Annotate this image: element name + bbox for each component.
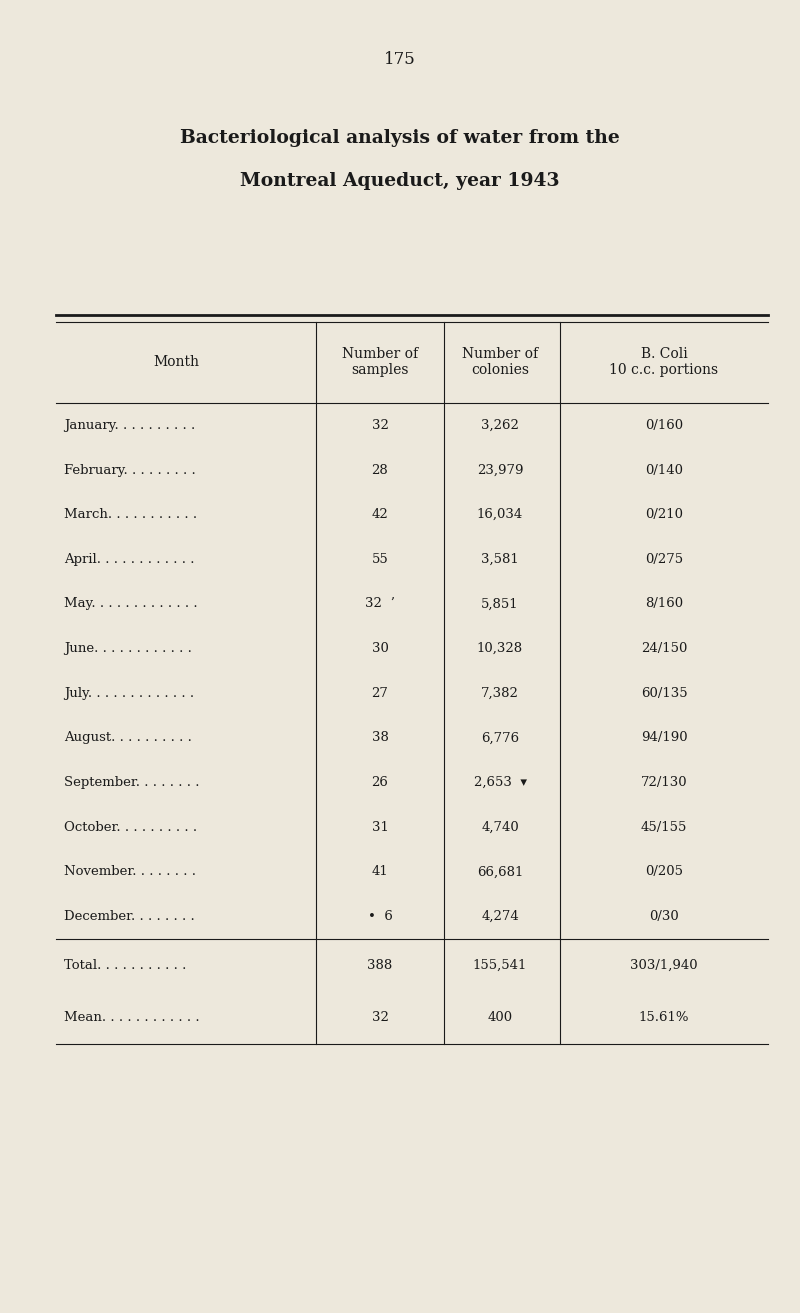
Text: 16,034: 16,034 (477, 508, 523, 521)
Text: 7,382: 7,382 (481, 687, 519, 700)
Text: 32  ʼ: 32 ʼ (366, 597, 394, 611)
Text: 27: 27 (371, 687, 389, 700)
Text: 28: 28 (372, 463, 388, 477)
Text: 42: 42 (372, 508, 388, 521)
Text: November. . . . . . . .: November. . . . . . . . (64, 865, 196, 878)
Text: 0/30: 0/30 (649, 910, 679, 923)
Text: June. . . . . . . . . . . .: June. . . . . . . . . . . . (64, 642, 192, 655)
Text: •  6: • 6 (367, 910, 393, 923)
Text: 3,262: 3,262 (481, 419, 519, 432)
Text: Number of
samples: Number of samples (342, 347, 418, 378)
Text: 4,740: 4,740 (481, 821, 519, 834)
Text: 0/275: 0/275 (645, 553, 683, 566)
Text: Total. . . . . . . . . . .: Total. . . . . . . . . . . (64, 958, 186, 972)
Text: 10,328: 10,328 (477, 642, 523, 655)
Text: Mean. . . . . . . . . . . .: Mean. . . . . . . . . . . . (64, 1011, 200, 1024)
Text: 6,776: 6,776 (481, 731, 519, 744)
Text: January. . . . . . . . . .: January. . . . . . . . . . (64, 419, 195, 432)
Text: Montreal Aqueduct, year 1943: Montreal Aqueduct, year 1943 (240, 172, 560, 190)
Text: 0/160: 0/160 (645, 419, 683, 432)
Text: April. . . . . . . . . . . .: April. . . . . . . . . . . . (64, 553, 194, 566)
Text: B. Coli
10 c.c. portions: B. Coli 10 c.c. portions (610, 347, 718, 378)
Text: September. . . . . . . .: September. . . . . . . . (64, 776, 199, 789)
Text: 0/140: 0/140 (645, 463, 683, 477)
Text: 31: 31 (371, 821, 389, 834)
Text: 24/150: 24/150 (641, 642, 687, 655)
Text: Bacteriological analysis of water from the: Bacteriological analysis of water from t… (180, 129, 620, 147)
Text: 45/155: 45/155 (641, 821, 687, 834)
Text: 3,581: 3,581 (481, 553, 519, 566)
Text: 2,653  ▾: 2,653 ▾ (474, 776, 526, 789)
Text: 94/190: 94/190 (641, 731, 687, 744)
Text: 5,851: 5,851 (481, 597, 519, 611)
Text: 175: 175 (384, 51, 416, 67)
Text: 55: 55 (372, 553, 388, 566)
Text: Month: Month (153, 356, 199, 369)
Text: 8/160: 8/160 (645, 597, 683, 611)
Text: 15.61%: 15.61% (638, 1011, 690, 1024)
Text: 60/135: 60/135 (641, 687, 687, 700)
Text: 0/210: 0/210 (645, 508, 683, 521)
Text: 303/1,940: 303/1,940 (630, 958, 698, 972)
Text: October. . . . . . . . . .: October. . . . . . . . . . (64, 821, 197, 834)
Text: 32: 32 (371, 1011, 389, 1024)
Text: 23,979: 23,979 (477, 463, 523, 477)
Text: December. . . . . . . .: December. . . . . . . . (64, 910, 194, 923)
Text: 26: 26 (371, 776, 389, 789)
Text: Number of
colonies: Number of colonies (462, 347, 538, 378)
Text: 66,681: 66,681 (477, 865, 523, 878)
Text: 38: 38 (371, 731, 389, 744)
Text: August. . . . . . . . . .: August. . . . . . . . . . (64, 731, 192, 744)
Text: May. . . . . . . . . . . . .: May. . . . . . . . . . . . . (64, 597, 198, 611)
Text: 388: 388 (367, 958, 393, 972)
Text: 0/205: 0/205 (645, 865, 683, 878)
Text: 32: 32 (371, 419, 389, 432)
Text: 4,274: 4,274 (481, 910, 519, 923)
Text: July. . . . . . . . . . . . .: July. . . . . . . . . . . . . (64, 687, 194, 700)
Text: 30: 30 (371, 642, 389, 655)
Text: 72/130: 72/130 (641, 776, 687, 789)
Text: February. . . . . . . . .: February. . . . . . . . . (64, 463, 196, 477)
Text: March. . . . . . . . . . .: March. . . . . . . . . . . (64, 508, 197, 521)
Text: 155,541: 155,541 (473, 958, 527, 972)
Text: 41: 41 (372, 865, 388, 878)
Text: 400: 400 (487, 1011, 513, 1024)
